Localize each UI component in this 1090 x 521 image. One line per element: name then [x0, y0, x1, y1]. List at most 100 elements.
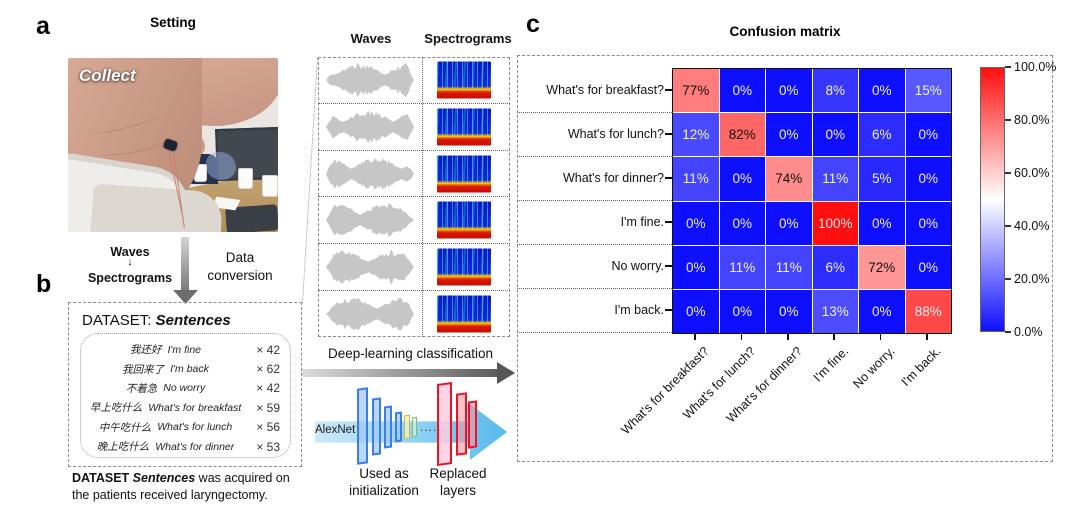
bag-shape: [206, 152, 236, 180]
sentence-row: 中午吃什么 What's for lunch × 56: [87, 418, 282, 437]
matrix-cell: 0%: [905, 113, 951, 157]
confusion-matrix-box: [517, 55, 1053, 462]
matrix-cell: 0%: [673, 289, 719, 333]
matrix-cell: 0%: [766, 113, 812, 157]
row-separator-line: [517, 200, 672, 201]
wave-row: [318, 151, 510, 198]
spectrogram: [437, 61, 491, 99]
sentence-row: 晚上吃什么 What's for dinner × 53: [87, 437, 282, 456]
matrix-x-tick: [694, 333, 696, 340]
alexnet-name-label: AlexNet: [315, 424, 356, 436]
confusion-matrix-grid: 77% 0% 0% 8% 0% 15% 12% 82% 0% 0% 6% 0% 11% 0% 74% 11% 5…: [672, 68, 952, 334]
sentence-english: I'm back: [170, 363, 209, 376]
waveform: [326, 157, 414, 190]
sentence-row: 早上吃什么 What's for breakfast × 59: [87, 398, 282, 417]
matrix-cell: 0%: [859, 69, 905, 113]
spectrogram: [437, 201, 491, 239]
matrix-cell: 15%: [905, 69, 951, 113]
waves-header: Waves: [350, 31, 392, 46]
waveform: [326, 297, 414, 331]
wave-row: [318, 57, 510, 104]
alexnet-layer-yellow: [404, 414, 410, 440]
cup-shape: [262, 175, 278, 197]
matrix-row-label: What's for lunch?: [567, 127, 664, 141]
matrix-cell: 72%: [859, 245, 905, 289]
colorbar-tick-label: 80.0%: [1014, 113, 1050, 127]
sentence-count: × 56: [256, 420, 280, 435]
matrix-cell: 100%: [812, 201, 858, 245]
spectrogram: [437, 248, 491, 286]
matrix-cell: 5%: [859, 157, 905, 201]
matrix-cell: 12%: [673, 113, 719, 157]
colorbar-tick: [1005, 66, 1011, 68]
matrix-y-tick: [665, 133, 672, 135]
matrix-cell: 0%: [673, 245, 719, 289]
dataset-title: DATASET: Sentences: [82, 312, 231, 329]
wave-row: [318, 244, 510, 292]
matrix-x-tick: [740, 333, 743, 340]
matrix-row-label: I'm back.: [614, 303, 664, 317]
panel-a-label: a: [36, 12, 50, 40]
matrix-y-tick: [665, 309, 672, 311]
caption-rest: was acquired on the patients received la…: [72, 471, 290, 502]
matrix-cell: 0%: [859, 289, 905, 333]
colorbar-tick-label: 60.0%: [1014, 166, 1050, 180]
matrix-x-tick: [787, 333, 789, 340]
matrix-cell: 82%: [719, 113, 765, 157]
alexnet-layer-red: [456, 392, 467, 456]
spectrogram: [437, 295, 491, 333]
sentence-row: 我还好 I'm fine × 42: [87, 340, 282, 359]
matrix-cell: 0%: [905, 201, 951, 245]
waveform: [326, 250, 414, 285]
matrix-row-label: I'm fine.: [620, 215, 664, 229]
alexnet-layer-pink: [437, 381, 452, 467]
matrix-y-tick: [665, 89, 672, 91]
sentence-english: What's for breakfast: [148, 401, 242, 414]
column-divider-line: [422, 57, 423, 337]
confusion-matrix-title: Confusion matrix: [729, 24, 841, 39]
caption-bold: Sentences: [132, 471, 196, 485]
matrix-cell: 11%: [719, 245, 765, 289]
colorbar-tick: [1005, 278, 1011, 280]
matrix-cell: 77%: [673, 69, 719, 113]
matrix-cell: 0%: [905, 157, 951, 201]
colorbar-tick-label: 100.0%: [1014, 60, 1057, 74]
matrix-cell: 0%: [719, 289, 765, 333]
matrix-x-tick: [926, 333, 928, 340]
replaced-layers-label: Replaced layers: [429, 466, 487, 498]
sentence-chinese: 我还好: [129, 344, 162, 357]
waveform: [326, 62, 414, 97]
row-separator-line: [517, 156, 672, 157]
waveform: [326, 110, 414, 144]
sentence-chinese: 早上吃什么: [89, 402, 143, 415]
matrix-cell: 0%: [719, 201, 765, 245]
zoom-connector-line: [301, 58, 318, 304]
setting-title: Setting: [150, 15, 196, 30]
alexnet-layer-blue: [372, 397, 381, 456]
sentence-row: 不着急 No worry × 42: [87, 379, 282, 398]
sentence-chinese: 我回来了: [122, 363, 165, 376]
waves-spectrograms-rows: [318, 57, 510, 337]
setting-photo: Collect: [68, 58, 278, 232]
sentence-count: × 53: [256, 439, 280, 454]
matrix-cell: 0%: [766, 201, 812, 245]
matrix-cell: 11%: [766, 245, 812, 289]
row-separator-line: [517, 112, 672, 113]
matrix-cell: 11%: [812, 157, 858, 201]
matrix-y-tick: [665, 265, 672, 267]
spectrogram: [437, 108, 491, 146]
matrix-cell: 88%: [905, 289, 951, 333]
spectrograms-header: Spectrograms: [424, 31, 512, 46]
used-as-initialization-label: Used as initialization: [349, 466, 419, 498]
sentence-count: × 42: [256, 342, 280, 357]
panel-b-label: b: [36, 270, 52, 298]
alexnet-layer-blue: [384, 405, 392, 449]
matrix-cell: 6%: [859, 113, 905, 157]
sentence-chinese: 中午吃什么: [98, 421, 152, 434]
colorbar-tick: [1005, 225, 1011, 227]
matrix-cell: 13%: [812, 289, 858, 333]
sentence-english: No worry: [163, 382, 206, 395]
deep-learning-label: Deep-learning classification: [327, 346, 494, 361]
colorbar-tick: [1005, 331, 1011, 333]
dataset-title-name: Sentences: [155, 312, 231, 329]
